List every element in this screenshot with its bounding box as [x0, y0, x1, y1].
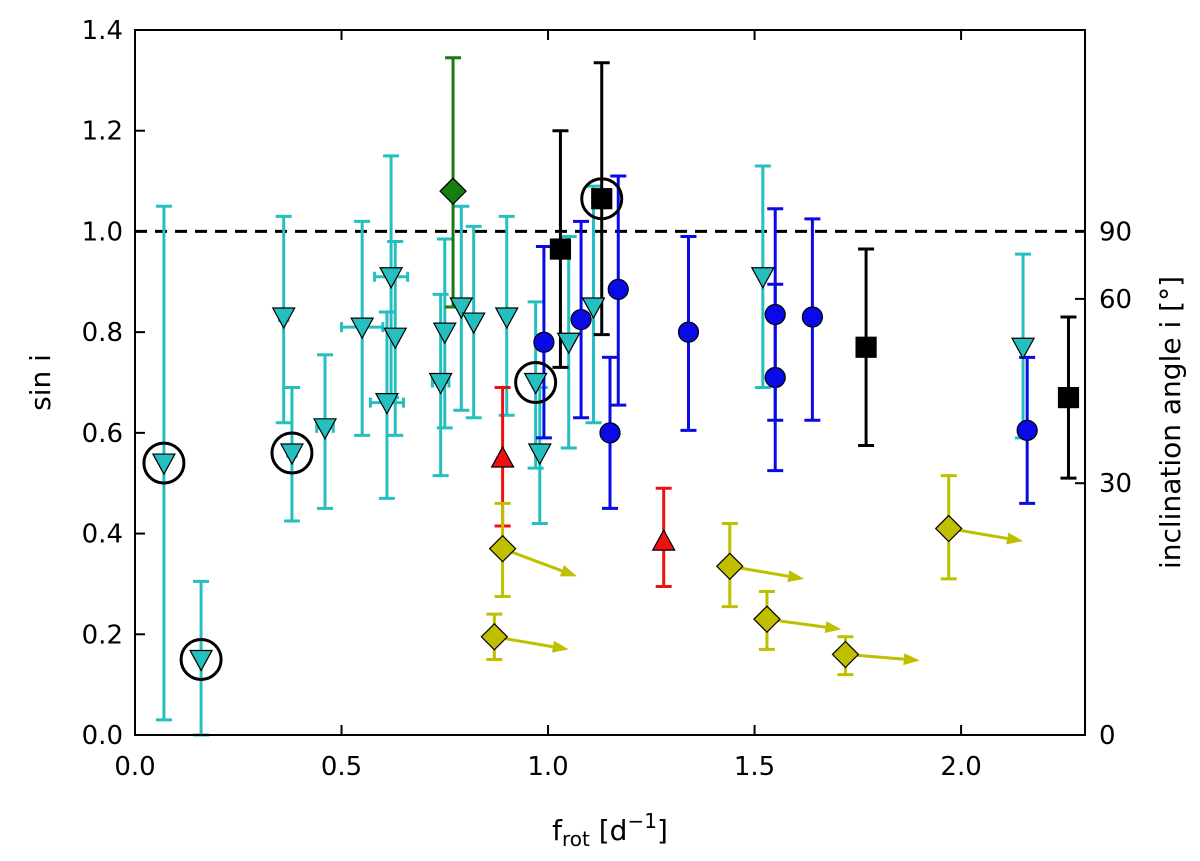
- data-point-square: [591, 188, 613, 210]
- x-tick-label: 1.0: [527, 752, 568, 782]
- data-point-triangle-down: [527, 443, 552, 466]
- data-point-circle: [533, 331, 555, 353]
- data-point-triangle-down: [750, 267, 775, 289]
- x-tick-label: 0.0: [114, 752, 155, 782]
- limit-arrow-head: [903, 653, 920, 666]
- data-point-circle: [764, 303, 786, 326]
- data-point-triangle-down: [189, 649, 214, 672]
- highlight-ring: [179, 637, 223, 681]
- data-point-triangle-up: [490, 445, 515, 468]
- data-point-diamond: [934, 514, 963, 543]
- x-tick-label: 0.5: [321, 752, 362, 782]
- data-point-diamond: [753, 605, 781, 634]
- data-point-triangle-down: [151, 453, 176, 476]
- data-point-triangle-down: [379, 267, 404, 289]
- y-axis-label: sin i: [24, 354, 57, 411]
- x-axis-label-main: f: [552, 814, 563, 847]
- x-axis-label-sup: −1: [627, 809, 656, 833]
- limit-arrow-head: [824, 621, 842, 634]
- data-point-diamond: [488, 534, 517, 563]
- highlight-ring: [580, 177, 624, 221]
- data-point-triangle-down: [1011, 337, 1036, 360]
- data-point-diamond: [831, 640, 860, 669]
- data-point-triangle-down: [279, 443, 304, 466]
- data-point-triangle-down: [556, 332, 581, 355]
- data-point-circle: [801, 306, 823, 328]
- plot-frame: [134, 29, 1086, 736]
- data-point-circle: [599, 422, 621, 444]
- limit-arrow-head: [551, 640, 569, 653]
- data-point-triangle-down: [271, 307, 296, 330]
- data-point-triangle-down: [581, 297, 606, 320]
- data-point-triangle-down: [350, 317, 375, 340]
- data-point-circle: [607, 278, 629, 300]
- data-point-triangle-down: [374, 393, 399, 415]
- data-point-triangle-down: [523, 372, 548, 395]
- data-point-triangle-down: [449, 297, 474, 320]
- y-tick-label: 1.0: [82, 217, 123, 247]
- x-tick-label: 2.0: [940, 752, 981, 782]
- data-point-triangle-down: [432, 322, 457, 345]
- limit-arrow-head: [1006, 532, 1024, 545]
- x-axis-label: frot [d−1]: [552, 809, 668, 851]
- x-axis-label-sub: rot: [562, 827, 590, 851]
- y-tick-label: 0.2: [82, 620, 123, 650]
- data-point-square: [549, 238, 572, 260]
- data-point-circle: [764, 366, 786, 389]
- x-axis-label-tail: [d: [590, 814, 628, 847]
- data-point-circle: [570, 308, 592, 331]
- y-tick-label: 1.4: [82, 16, 123, 46]
- x-tick-label: 1.5: [734, 752, 775, 782]
- data-point-square: [855, 336, 877, 358]
- data-point-diamond: [480, 622, 509, 651]
- data-point-triangle-down: [494, 307, 519, 330]
- highlight-ring: [514, 361, 558, 404]
- data-point-triangle-down: [428, 372, 453, 395]
- data-point-triangle-up: [651, 528, 676, 551]
- data-point-triangle-down: [461, 312, 486, 335]
- y-tick-label: 0.4: [82, 520, 123, 550]
- y2-tick-label: 60: [1099, 285, 1132, 315]
- data-point-diamond: [439, 177, 467, 205]
- data-point-diamond: [715, 552, 744, 581]
- y2-tick-label: 0: [1099, 721, 1116, 751]
- highlight-ring: [142, 441, 186, 485]
- data-point-circle: [677, 321, 700, 343]
- y2-tick-label: 30: [1099, 469, 1132, 499]
- y2-tick-label: 90: [1099, 217, 1132, 247]
- y-tick-label: 1.2: [82, 117, 123, 147]
- data-point-square: [1057, 387, 1080, 409]
- y2-axis-label: inclination angle i [°]: [1154, 276, 1187, 569]
- y-tick-label: 0.6: [82, 419, 123, 449]
- data-point-triangle-down: [383, 327, 408, 350]
- data-point-circle: [1016, 419, 1038, 441]
- highlight-ring: [270, 431, 314, 475]
- limit-arrow-head: [787, 570, 805, 583]
- x-axis-label-end: ]: [657, 814, 668, 847]
- data-point-triangle-down: [312, 418, 338, 441]
- limit-arrow-head: [559, 565, 577, 577]
- y-tick-label: 0.0: [82, 721, 123, 751]
- y-tick-label: 0.8: [82, 318, 123, 348]
